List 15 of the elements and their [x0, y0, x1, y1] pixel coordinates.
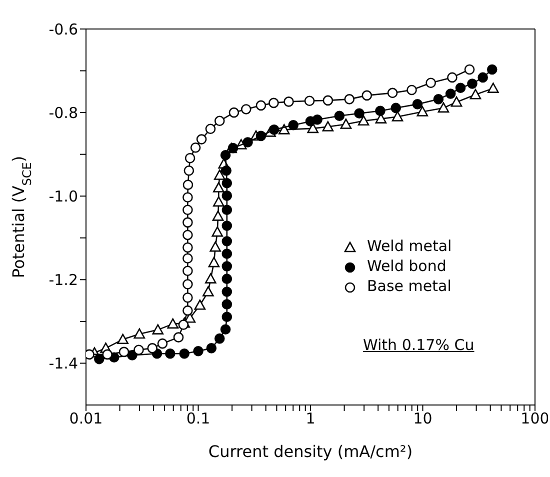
x-tick-label: 0.01 — [69, 410, 103, 428]
x-axis-title: Current density (mA/cm²) — [208, 442, 413, 461]
x-tick-label: 0.1 — [186, 410, 210, 428]
y-tick-label: -1.4 — [48, 354, 78, 373]
x-tick-label: 10 — [413, 410, 432, 428]
legend-label: Weld metal — [367, 237, 452, 255]
legend-label: Weld bond — [367, 257, 446, 275]
annotation: With 0.17% Cu — [363, 336, 474, 354]
y-tick-label: -0.6 — [48, 20, 78, 38]
x-tick-label: 1 — [306, 410, 316, 428]
legend-label: Base metal — [367, 277, 452, 295]
y-tick-label: -0.8 — [48, 104, 78, 122]
y-tick-label: -1.0 — [48, 187, 78, 206]
y-tick-label: -1.2 — [48, 270, 78, 289]
x-tick-label: 100 — [520, 410, 550, 428]
